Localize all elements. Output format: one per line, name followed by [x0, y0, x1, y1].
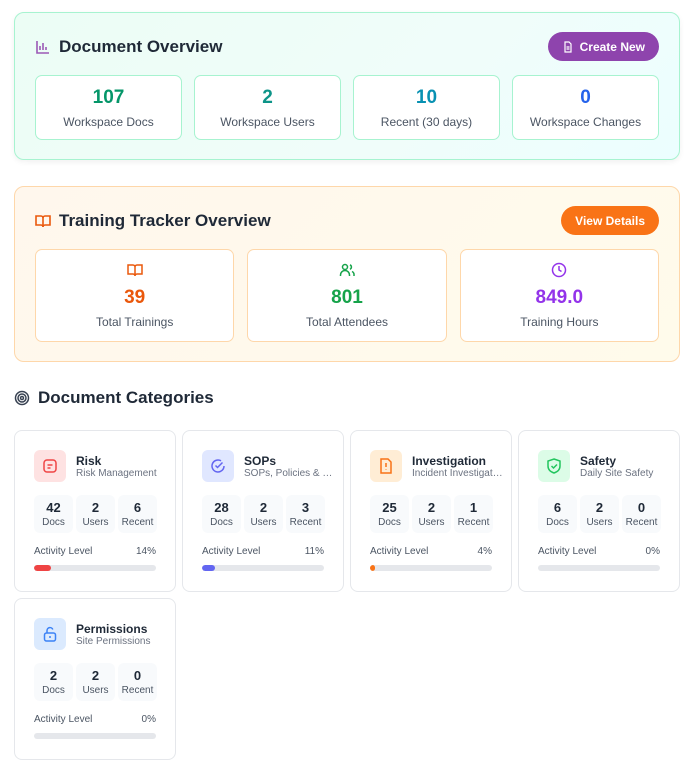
metric-recent: 0 Recent — [118, 663, 157, 701]
stat-label: Workspace Changes — [529, 115, 642, 129]
category-name: Risk — [76, 454, 102, 468]
stat-card: 2 Workspace Users — [194, 75, 341, 140]
metric-recent: 6 Recent — [118, 495, 157, 533]
section-title: Document Categories — [38, 388, 214, 407]
category-icon-box — [34, 450, 66, 482]
shield-check-icon — [547, 458, 561, 474]
metric-docs: 2 Docs — [34, 663, 73, 701]
metric-users: 2 Users — [244, 495, 283, 533]
check-circle-icon — [211, 459, 225, 473]
stat-value: 801 — [331, 287, 363, 308]
category-card-investigation[interactable]: Investigation Incident Investigation 25 D… — [350, 430, 512, 592]
activity-bar-fill — [202, 565, 216, 571]
category-description: Daily Site Safety — [580, 468, 654, 479]
book-icon — [35, 215, 51, 228]
panel-title: Training Tracker Overview — [59, 211, 271, 230]
metric-users: 2 Users — [412, 495, 451, 533]
category-icon-box — [370, 450, 402, 482]
activity-bar — [370, 565, 492, 571]
category-icon-box — [202, 450, 234, 482]
metric-recent: 3 Recent — [286, 495, 325, 533]
users-icon — [339, 263, 355, 276]
activity-label: Activity Level — [34, 546, 93, 557]
document-overview-panel: Document Overview Create New 107 Workspac… — [14, 12, 680, 160]
file-icon — [564, 40, 572, 53]
stat-card: 10 Recent (30 days) — [353, 75, 500, 140]
activity-label: Activity Level — [202, 546, 261, 557]
stat-value: 2 — [262, 87, 273, 108]
unlock-icon — [43, 626, 57, 642]
metric-users: 2 Users — [76, 663, 115, 701]
category-card-safety[interactable]: Safety Daily Site Safety 6 Docs 2 Users 0 Rec… — [518, 430, 680, 592]
metric-recent: 0 Recent — [622, 495, 661, 533]
activity-value: 0% — [645, 546, 660, 557]
category-card-risk[interactable]: Risk Risk Management 42 Docs 2 Users 6 Recent… — [14, 430, 176, 592]
clock-icon — [552, 262, 567, 278]
bar-chart-icon — [36, 41, 49, 54]
stat-card: 0 Workspace Changes — [512, 75, 659, 140]
category-name: Investigation — [412, 454, 487, 468]
category-icon-box — [34, 618, 66, 650]
metric-users: 2 Users — [76, 495, 115, 533]
stat-value: 0 — [580, 87, 591, 108]
training-stat-card: 849.0 Training Hours — [459, 249, 659, 342]
activity-label: Activity Level — [538, 546, 597, 557]
stat-value: 849.0 — [535, 287, 584, 308]
activity-bar — [34, 733, 156, 739]
training-stat-card: 39 Total Trainings — [35, 249, 235, 342]
activity-value: 14% — [135, 546, 156, 557]
stat-label: Training Hours — [520, 315, 599, 329]
metric-recent: 1 Recent — [454, 495, 493, 533]
activity-bar — [34, 565, 156, 571]
stat-value: 107 — [92, 87, 125, 108]
stat-label: Workspace Docs — [63, 115, 154, 129]
training-tracker-panel: Training Tracker Overview View Details 3… — [14, 186, 680, 362]
activity-value: 11% — [304, 546, 324, 557]
create-new-button[interactable]: Create New — [547, 32, 659, 61]
file-alert-icon — [380, 458, 392, 474]
stat-label: Workspace Users — [220, 115, 315, 129]
panel-title: Document Overview — [59, 37, 223, 56]
category-description: Risk Management — [76, 468, 157, 479]
activity-bar-fill — [34, 565, 52, 571]
stat-label: Total Trainings — [95, 315, 174, 329]
activity-label: Activity Level — [34, 714, 93, 725]
metric-docs: 6 Docs — [538, 495, 577, 533]
view-details-button[interactable]: View Details — [561, 206, 659, 235]
stat-card: 107 Workspace Docs — [35, 75, 182, 140]
training-stat-card: 801 Total Attendees — [247, 249, 447, 342]
category-card-permissions[interactable]: Permissions Site Permissions 2 Docs 2 Users… — [14, 598, 176, 760]
activity-bar-fill — [370, 565, 375, 571]
book-icon — [126, 264, 143, 277]
activity-label: Activity Level — [370, 546, 429, 557]
metric-users: 2 Users — [580, 495, 619, 533]
category-name: SOPs — [244, 454, 277, 468]
target-icon — [14, 390, 30, 406]
stat-label: Recent (30 days) — [380, 115, 473, 129]
category-name: Safety — [580, 454, 617, 468]
category-icon-box — [538, 450, 570, 482]
stat-value: 10 — [415, 87, 438, 108]
category-description: Site Permissions — [76, 636, 151, 647]
document-icon — [43, 459, 57, 473]
stat-value: 39 — [124, 287, 146, 308]
category-description: Incident Investigation — [412, 468, 504, 479]
activity-bar — [538, 565, 660, 571]
category-card-sops[interactable]: SOPs SOPs, Policies & Procedures 28Docs2… — [182, 430, 344, 592]
category-description: SOPs, Policies & Procedures — [244, 468, 336, 479]
activity-bar — [202, 565, 324, 571]
stat-label: Total Attendees — [305, 315, 389, 329]
metric-docs: 25 Docs — [370, 495, 409, 533]
activity-value: 4% — [477, 546, 492, 557]
metric-docs: 28 Docs — [202, 495, 241, 533]
activity-value: 0% — [141, 714, 156, 725]
metric-docs: 42 Docs — [34, 495, 73, 533]
category-name: Permissions — [76, 622, 148, 636]
